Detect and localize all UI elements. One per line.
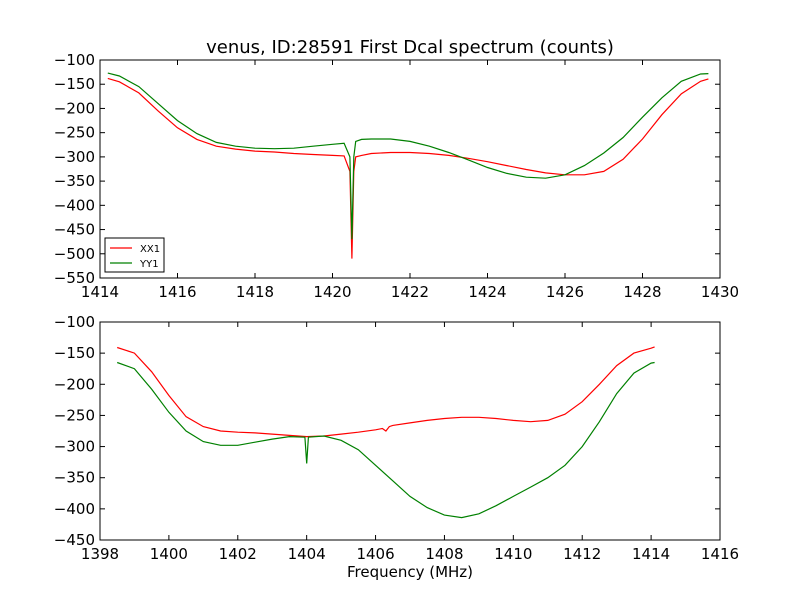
x-tick-label: 1410 xyxy=(494,545,532,563)
x-axis-label: Frequency (MHz) xyxy=(347,563,473,581)
y-tick-label: −500 xyxy=(54,245,95,263)
x-tick-label: 1398 xyxy=(81,545,119,563)
y-tick-label: −300 xyxy=(54,148,95,166)
x-tick-label: 1424 xyxy=(468,283,506,301)
legend-box xyxy=(104,237,165,273)
y-tick-label: −250 xyxy=(54,406,95,424)
x-tick-label: 1422 xyxy=(391,283,429,301)
y-tick-label: −100 xyxy=(54,51,95,69)
y-tick-label: −150 xyxy=(54,344,95,362)
y-tick-label: −250 xyxy=(54,124,95,142)
x-tick-label: 1412 xyxy=(563,545,601,563)
x-tick-label: 1416 xyxy=(158,283,196,301)
x-tick-label: 1426 xyxy=(546,283,584,301)
x-tick-label: 1406 xyxy=(356,545,394,563)
x-tick-label: 1416 xyxy=(701,545,739,563)
x-tick-label: 1430 xyxy=(701,283,739,301)
y-tick-label: −450 xyxy=(54,221,95,239)
y-tick-label: −350 xyxy=(54,469,95,487)
x-tick-label: 1408 xyxy=(425,545,463,563)
x-tick-label: 1404 xyxy=(288,545,326,563)
y-tick-label: −200 xyxy=(54,375,95,393)
x-tick-label: 1402 xyxy=(219,545,257,563)
x-tick-label: 1400 xyxy=(150,545,188,563)
bottom-chart: Frequency (MHz) 1398 1400 1402 1404 1406 1408… xyxy=(54,313,739,581)
x-tick-label: 1420 xyxy=(313,283,351,301)
series-line-yy1 xyxy=(107,72,709,240)
top-chart: venus, ID:28591 First Dcal spectrum (cou… xyxy=(54,37,739,301)
x-tick-label: 1418 xyxy=(236,283,274,301)
series-line-xx1 xyxy=(107,77,709,259)
x-tick-label: 1414 xyxy=(632,545,670,563)
y-tick-label: −400 xyxy=(54,500,95,518)
y-tick-label: −400 xyxy=(54,196,95,214)
x-tick-label: 1414 xyxy=(81,283,119,301)
x-tick-label: 1428 xyxy=(623,283,661,301)
y-tick-label: −200 xyxy=(54,99,95,117)
legend-label-yy1: YY1 xyxy=(139,259,159,270)
plot-frame xyxy=(99,321,721,541)
y-tick-label: −100 xyxy=(54,313,95,331)
legend-label-xx1: XX1 xyxy=(140,244,160,255)
series-line-red xyxy=(117,346,655,438)
y-tick-label: −350 xyxy=(54,172,95,190)
chart-title: venus, ID:28591 First Dcal spectrum (cou… xyxy=(206,37,614,58)
y-tick-label: −150 xyxy=(54,75,95,93)
series-line-green xyxy=(116,361,655,519)
y-tick-label: −550 xyxy=(54,269,95,287)
y-tick-label: −300 xyxy=(54,438,95,456)
y-tick-label: −450 xyxy=(54,531,95,549)
